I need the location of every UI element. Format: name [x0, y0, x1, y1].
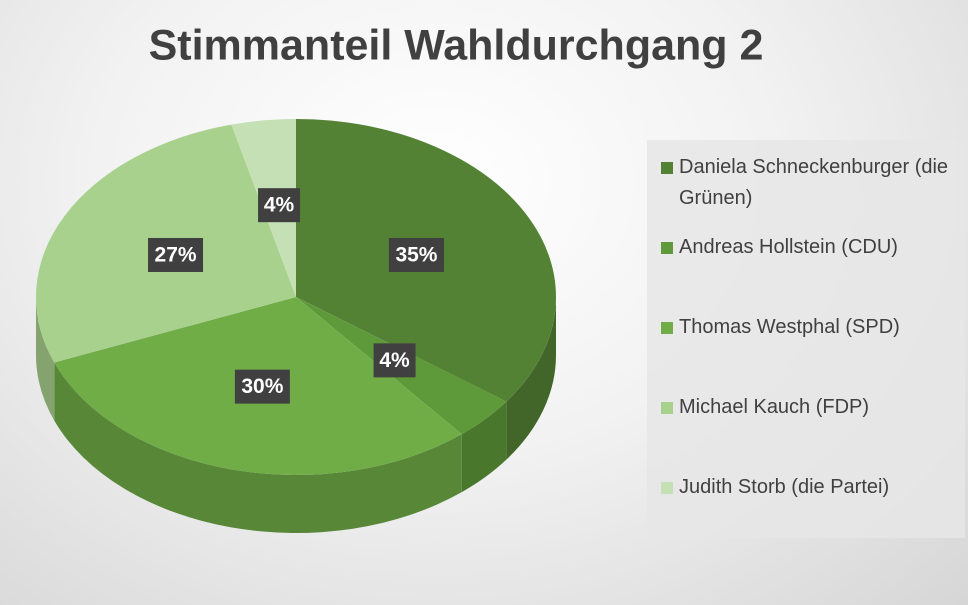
legend-swatch: [661, 242, 673, 254]
data-label: 4%: [264, 194, 295, 217]
data-label: 27%: [155, 244, 197, 267]
data-label-box: [148, 237, 204, 272]
slice-side: [461, 401, 507, 493]
data-label-box: [388, 237, 444, 272]
legend-swatch: [661, 482, 673, 494]
slice-side: [36, 297, 55, 421]
legend-label: Andreas Hollstein (CDU): [679, 236, 898, 258]
legend-swatch: [661, 322, 673, 334]
chart-title: Stimmanteil Wahldurchgang 2: [149, 21, 764, 69]
data-label: 35%: [395, 244, 437, 267]
data-label-box: [234, 369, 290, 404]
data-label-box: [258, 188, 301, 223]
legend-label: Judith Storb (die Partei): [679, 476, 890, 498]
legend-swatch: [661, 402, 673, 414]
data-label-box: [373, 343, 416, 378]
slice-side: [54, 362, 462, 534]
slice-side: [506, 297, 556, 460]
legend-label: Thomas Westphal (SPD): [679, 316, 900, 338]
legend-label: Daniela Schneckenburger (die Grünen): [679, 156, 949, 209]
data-label: 30%: [241, 375, 283, 398]
legend-label: Michael Kauch (FDP): [679, 396, 870, 418]
data-label: 4%: [379, 349, 410, 372]
legend-swatch: [661, 162, 673, 174]
legend: Daniela Schneckenburger (die Grünen) Andr…: [647, 140, 965, 538]
